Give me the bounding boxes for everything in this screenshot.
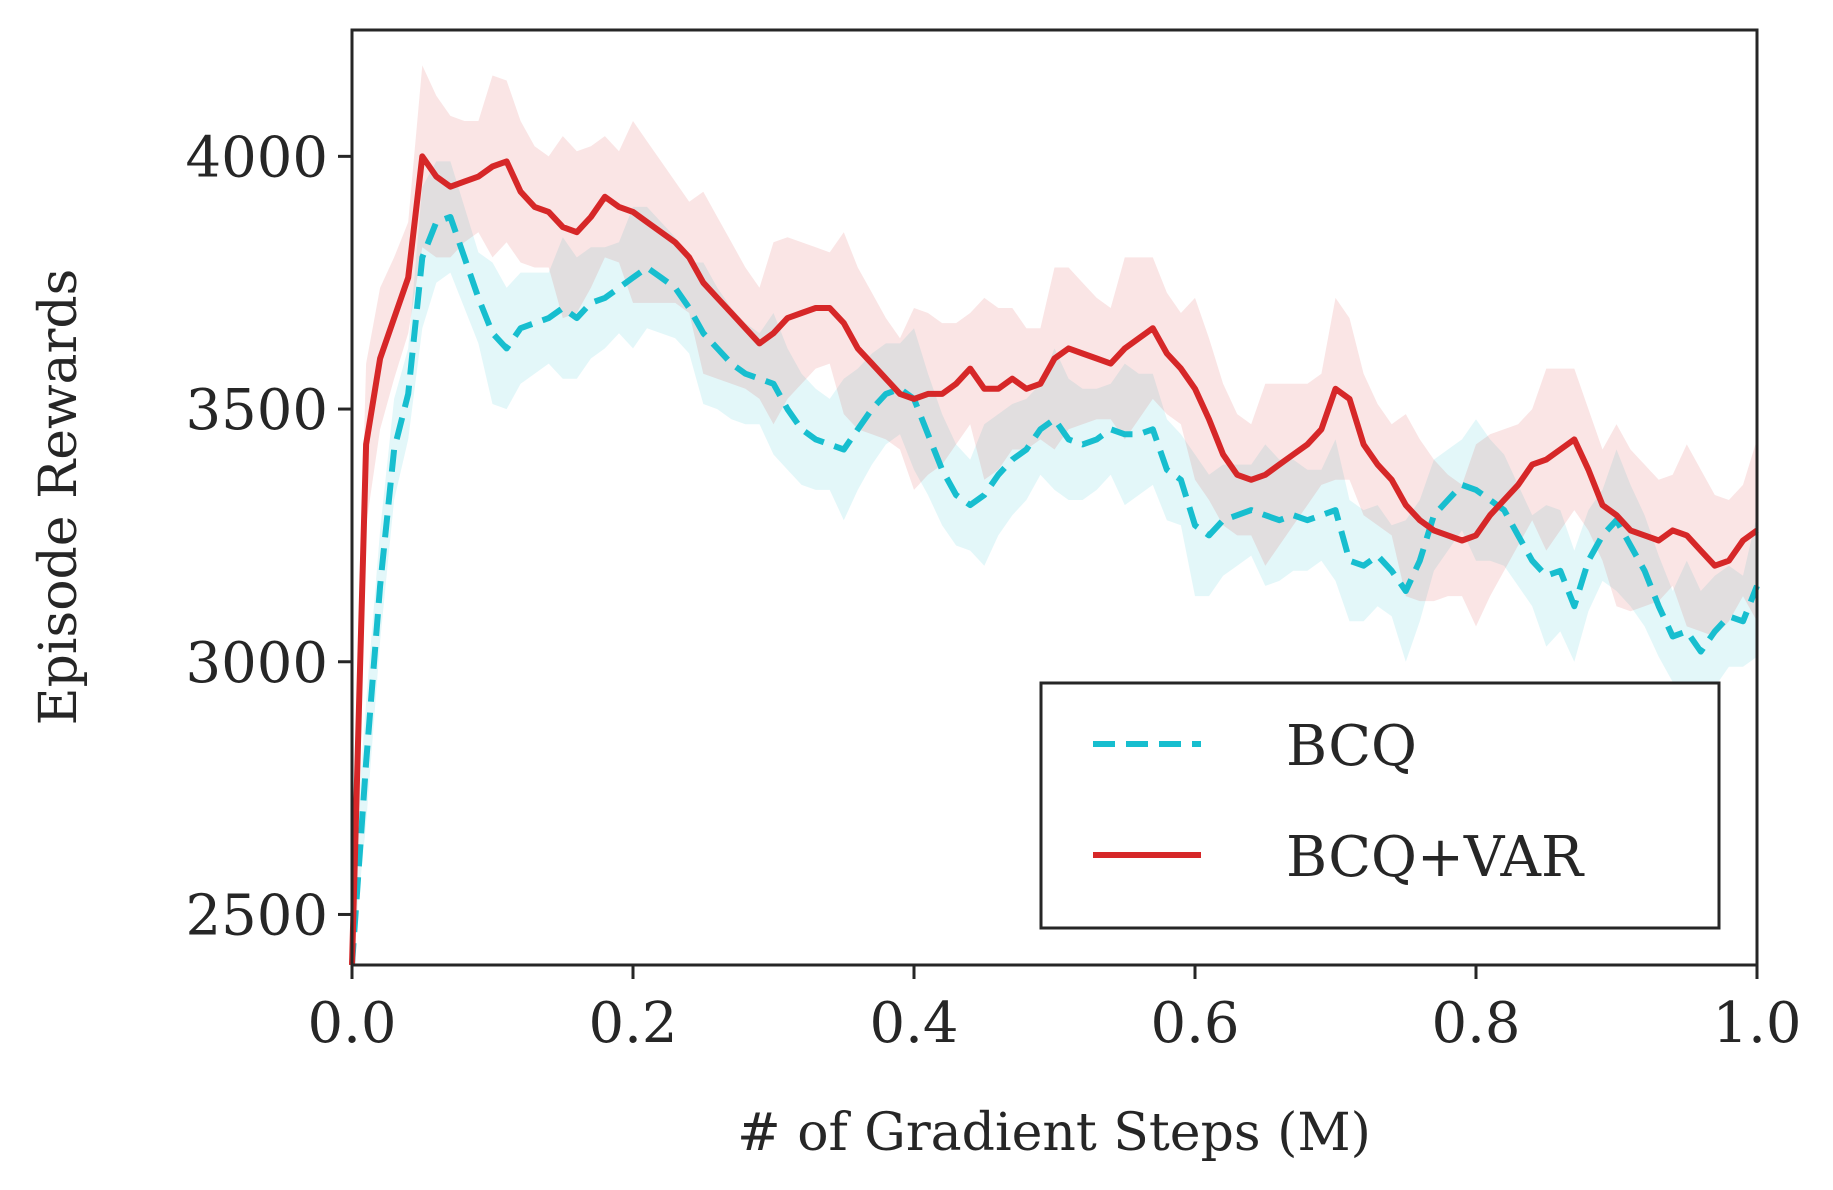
plot-frame	[350, 28, 1759, 967]
band-bcq	[352, 161, 1757, 965]
series-line-bcq-var	[349, 153, 1759, 966]
y-tick-label: 4000	[185, 125, 328, 190]
y-tick-label: 3500	[185, 378, 328, 443]
x-tick-label: 0.4	[869, 991, 958, 1056]
series-line-bcq	[349, 214, 1760, 966]
x-tick-label: 0.6	[1150, 991, 1239, 1056]
x-axis: 0.0 0.2 0.4 0.6 0.8 1.0	[307, 965, 1802, 1056]
x-axis-label: # of Gradient Steps (M)	[737, 1103, 1371, 1163]
x-tick-label: 1.0	[1712, 991, 1801, 1056]
legend-label-bcq: BCQ	[1286, 714, 1417, 779]
legend-box	[1039, 681, 1721, 930]
x-tick-label: 0.8	[1431, 991, 1520, 1056]
y-axis-label: Episode Rewards	[29, 269, 89, 726]
x-tick-label: 0.2	[588, 991, 677, 1056]
band-bcq-var	[352, 65, 1757, 965]
y-tick-label: 3000	[185, 631, 328, 696]
legend: BCQ BCQ+VAR	[1039, 681, 1721, 930]
x-tick-label: 0.0	[307, 991, 396, 1056]
y-axis: 2500 3000 3500 4000	[185, 125, 352, 948]
legend-label-bcq-var: BCQ+VAR	[1286, 825, 1585, 890]
series-lines	[349, 153, 1760, 966]
confidence-bands	[352, 65, 1757, 965]
y-tick-label: 2500	[185, 883, 328, 948]
